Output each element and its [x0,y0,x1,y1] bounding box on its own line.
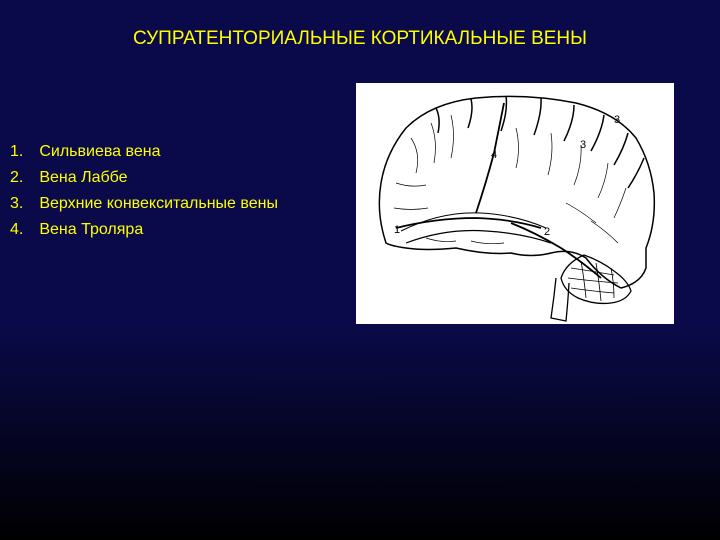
list-number: 4. [10,218,39,242]
diagram-label-3b: 3 [580,139,586,151]
vein-labbe [511,223,601,278]
list-text: Верхние конвекситальные вены [39,192,278,216]
cerebellum-outline [561,255,631,303]
sulcus [614,188,626,218]
vein-superior [468,99,472,128]
sulcus [451,115,454,158]
sulcus [574,145,581,185]
diagram-label-1: 1 [394,224,400,236]
vein-superior [614,133,628,165]
list-text: Сильвиева вена [39,140,160,164]
list-text: Вена Троляра [39,218,143,242]
vein-trolard [476,103,504,213]
vein-superior [564,105,574,141]
cerebellum-line [571,288,614,293]
vein-list: 1. Сильвиева вена 2. Вена Лаббе 3. Верхн… [10,140,278,244]
list-text: Вена Лаббе [39,166,127,190]
list-item: 2. Вена Лаббе [10,166,278,190]
brain-diagram: 1 2 3 3 4 [356,83,674,324]
list-item: 1. Сильвиева вена [10,140,278,164]
diagram-label-4: 4 [491,149,497,161]
list-item: 4. Вена Троляра [10,218,278,242]
vein-superior [628,158,644,188]
vein-superior [436,108,439,133]
sulcus [591,221,618,243]
list-number: 1. [10,140,39,164]
sulcus [566,203,596,223]
diagram-label-3a: 3 [614,114,620,126]
sulcus [471,241,504,244]
diagram-label-2: 2 [544,226,550,238]
sulcus [548,133,552,175]
vein-superior [534,98,541,135]
list-number: 3. [10,192,39,216]
cerebellum-line [568,278,618,283]
temporal-line [406,231,551,244]
list-item: 3. Верхние конвекситальные вены [10,192,278,216]
brainstem [551,278,569,321]
sulcus [598,163,608,198]
sulcus [411,138,418,173]
cerebellum-line [596,263,601,301]
vein-superior [591,115,604,151]
sulcus [394,208,428,210]
slide-title: СУПРАТЕНТОРИАЛЬНЫЕ КОРТИКАЛЬНЫЕ ВЕНЫ [0,28,720,50]
sulcus [396,183,426,186]
sulcus [426,238,456,242]
sulcus [516,128,519,168]
brain-svg: 1 2 3 3 4 [356,83,674,324]
sulcus [431,123,435,163]
list-number: 2. [10,166,39,190]
